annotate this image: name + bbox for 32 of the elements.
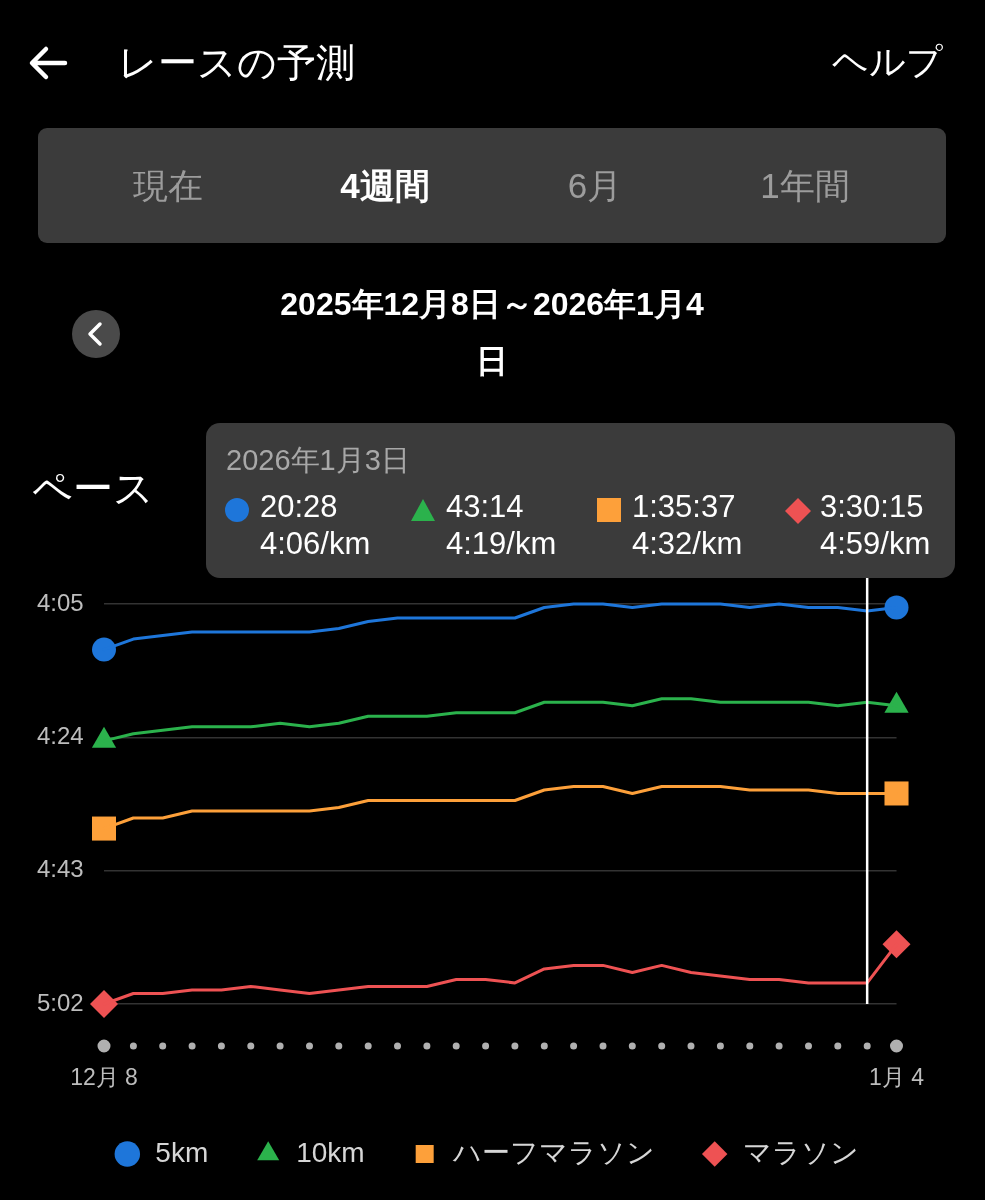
text: 20:28 — [260, 488, 338, 525]
text: ヘルプ — [832, 40, 943, 84]
legend-label: 5km — [155, 1136, 209, 1168]
text: 43:14 — [446, 488, 524, 525]
text: 1年間 — [760, 165, 850, 207]
legend-label: 10km — [296, 1136, 365, 1168]
point — [91, 816, 117, 841]
point — [90, 990, 118, 1018]
y-tick-label: 4:24 — [37, 721, 84, 749]
legend-label: マラソン — [742, 1136, 859, 1168]
legend-label: ハーフマラソン — [451, 1136, 655, 1168]
x-tick-label: 12月 8 — [70, 1064, 138, 1091]
point — [884, 781, 909, 806]
point — [92, 637, 116, 662]
text: 6月 — [567, 165, 623, 207]
text: 1:35:37 — [632, 488, 736, 525]
y-tick-label: 4:43 — [37, 855, 84, 883]
text: 2026年1月3日 — [226, 443, 410, 477]
text: 4:19/km — [446, 525, 557, 562]
text: 4:59/km — [820, 525, 931, 562]
chart-subtitle: 2025年12月8日～2026年1月4日 — [279, 285, 705, 381]
point — [882, 930, 911, 959]
y-axis-title: ペース — [32, 465, 154, 512]
text: 3:30:15 — [820, 488, 924, 525]
y-tick-label: 4:05 — [37, 588, 84, 616]
text: 現在 — [133, 165, 203, 207]
text: 4週間 — [340, 165, 430, 207]
text: 4:32/km — [632, 525, 743, 562]
x-tick-label: 1月 4 — [869, 1064, 925, 1091]
y-tick-label: 5:02 — [37, 988, 84, 1016]
chart-title: レースの予測 — [118, 40, 355, 86]
text: 4:06/km — [260, 525, 371, 562]
